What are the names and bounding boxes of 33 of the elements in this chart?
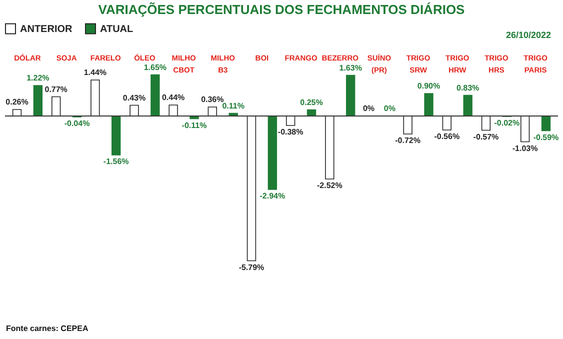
data-label: -5.79% [238, 262, 264, 272]
legend-label: ANTERIOR [20, 24, 73, 35]
data-label: 0.90% [417, 82, 440, 90]
data-label: 0% [362, 104, 375, 113]
data-label: -2.94% [260, 192, 286, 200]
data-label: -1.03% [512, 144, 538, 153]
data-label: 0.83% [456, 83, 480, 92]
data-label: 0.25% [300, 98, 323, 107]
data-label: -0.38% [278, 128, 304, 136]
data-label: -0.72% [395, 136, 420, 145]
data-label: 1.44% [84, 68, 107, 77]
legend-label: ATUAL [100, 24, 134, 35]
data-label: 0.11% [222, 101, 244, 110]
data-label: -0.56% [434, 132, 460, 141]
data-label: -0.04% [64, 119, 90, 128]
data-label: -0.59% [533, 132, 559, 142]
data-label: 1.63% [339, 63, 362, 72]
data-label: 1.65% [144, 62, 167, 72]
data-label: 0.36% [201, 95, 224, 104]
data-label: -0.57% [473, 132, 499, 142]
data-label: 0.77% [44, 84, 68, 94]
data-label: 0% [384, 104, 396, 113]
text: 26/10/2022 [506, 30, 551, 40]
source-note: Fonte carnes: CEPEA [6, 324, 88, 333]
data-label: -0.11% [182, 120, 207, 130]
data-label: -0.02% [494, 118, 520, 128]
data-label: 1.22% [26, 74, 50, 82]
data-label: 0.26% [6, 98, 28, 106]
data-label: 0.44% [162, 93, 185, 102]
data-label: -1.56% [103, 157, 129, 166]
data-label: 0.43% [122, 93, 146, 102]
chart-title: VARIAÇÕES PERCENTUAIS DOS FECHAMENTOS DIÁRIOS [98, 2, 466, 17]
data-label: -2.52% [316, 181, 342, 190]
